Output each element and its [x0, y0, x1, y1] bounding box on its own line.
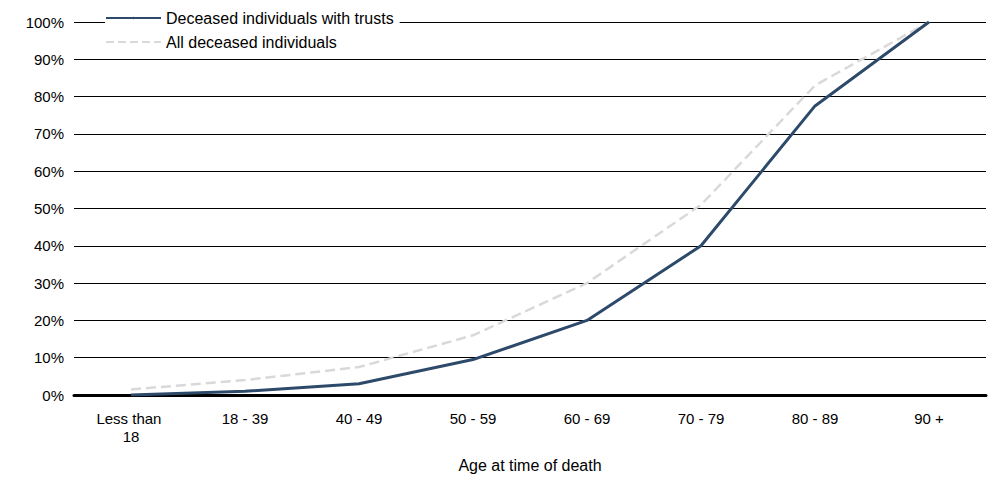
svg-text:70%: 70% [34, 125, 64, 142]
svg-text:60 - 69: 60 - 69 [564, 410, 611, 427]
svg-text:18 - 39: 18 - 39 [222, 410, 269, 427]
svg-text:All deceased individuals: All deceased individuals [166, 34, 337, 51]
svg-text:70 - 79: 70 - 79 [678, 410, 725, 427]
svg-text:Deceased individuals with trus: Deceased individuals with trusts [166, 10, 394, 27]
svg-text:Age at time of death: Age at time of death [458, 457, 601, 474]
svg-text:40 - 49: 40 - 49 [336, 410, 383, 427]
svg-text:100%: 100% [26, 14, 64, 31]
svg-text:90%: 90% [34, 51, 64, 68]
svg-text:20%: 20% [34, 312, 64, 329]
svg-text:40%: 40% [34, 237, 64, 254]
svg-text:80 - 89: 80 - 89 [792, 410, 839, 427]
svg-text:10%: 10% [34, 349, 64, 366]
svg-text:50%: 50% [34, 200, 64, 217]
svg-text:50 - 59: 50 - 59 [450, 410, 497, 427]
svg-text:90 +: 90 + [914, 410, 944, 427]
svg-text:60%: 60% [34, 163, 64, 180]
svg-text:80%: 80% [34, 88, 64, 105]
svg-text:0%: 0% [42, 387, 64, 404]
svg-text:30%: 30% [34, 275, 64, 292]
svg-text:18: 18 [123, 428, 140, 445]
svg-text:Less than: Less than [96, 410, 165, 427]
